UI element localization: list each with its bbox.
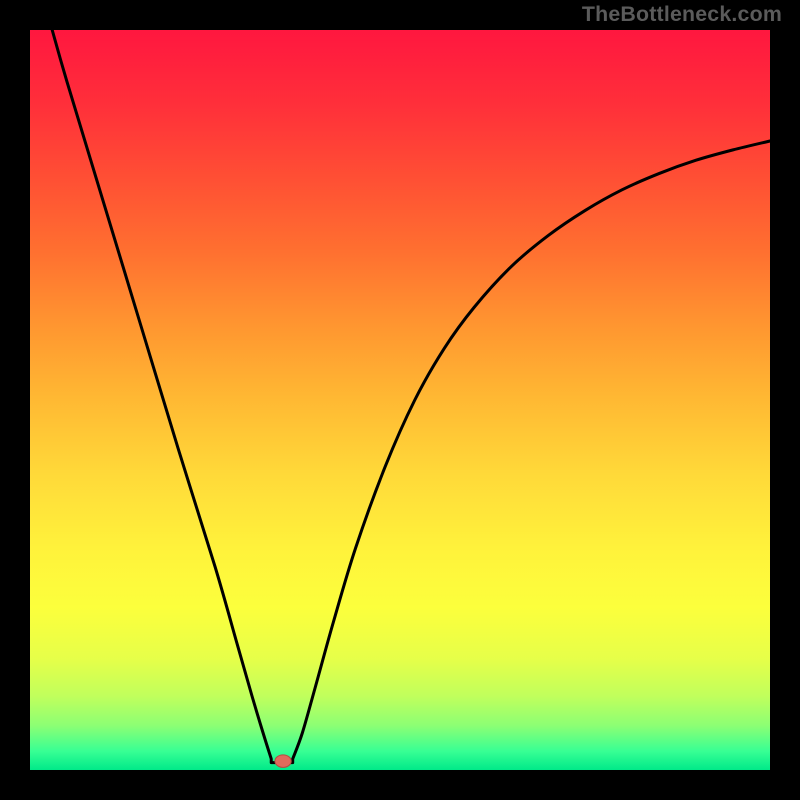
minimum-marker [275, 755, 291, 768]
chart-frame: TheBottleneck.com [0, 0, 800, 800]
bottleneck-curve-chart [0, 0, 800, 800]
plot-background [30, 30, 770, 770]
